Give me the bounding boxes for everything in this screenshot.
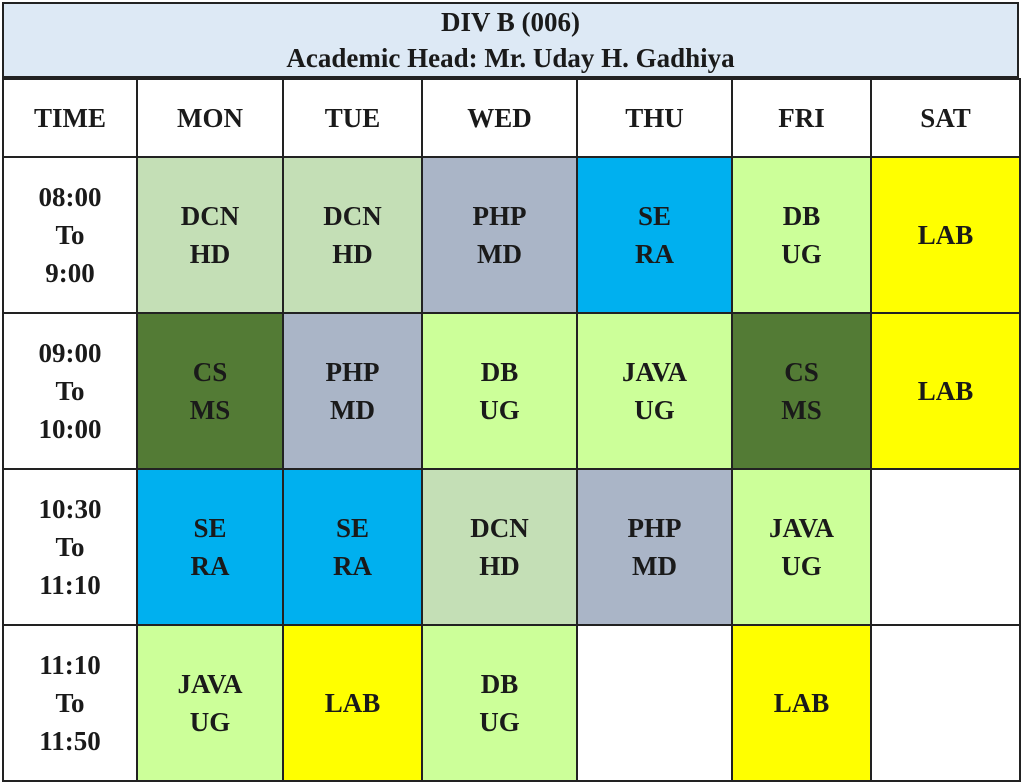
class-cell-fri: CS MS: [731, 312, 872, 470]
faculty-code: RA: [635, 239, 674, 269]
class-cell-sat: LAB: [870, 312, 1021, 470]
class-cell-mon: SE RA: [136, 468, 284, 626]
faculty-code: UG: [634, 395, 675, 425]
subject-code: LAB: [773, 688, 830, 718]
subject-code: DCN: [470, 513, 529, 543]
header-mon: MON: [136, 78, 284, 158]
subject-code: LAB: [324, 688, 381, 718]
subject-code: PHP: [325, 357, 380, 387]
timetable-body: 08:00 To 9:00 DCN HD DCN HD PHP MD SE RA DB UG LAB 09:…: [2, 156, 1021, 782]
class-cell-fri: DB UG: [731, 156, 872, 314]
header-wed: WED: [421, 78, 578, 158]
faculty-code: HD: [332, 239, 373, 269]
faculty-code: HD: [479, 551, 520, 581]
header-tue: TUE: [282, 78, 423, 158]
faculty-code: MD: [477, 239, 522, 269]
time-slot-line: To: [55, 376, 85, 406]
subject-code: JAVA: [177, 669, 243, 699]
subject-code: JAVA: [621, 357, 688, 387]
time-slot: 11:10 To 11:50: [2, 624, 138, 782]
class-cell-tue: PHP MD: [282, 312, 423, 470]
table-row: 08:00 To 9:00 DCN HD DCN HD PHP MD SE RA DB UG LAB: [2, 156, 1021, 314]
subject-code: CS: [784, 357, 819, 387]
faculty-code: MD: [330, 395, 375, 425]
time-slot-line: To: [55, 532, 85, 562]
class-cell-sat: [870, 624, 1021, 782]
class-cell-mon: JAVA UG: [136, 624, 284, 782]
faculty-code: UG: [189, 707, 231, 737]
class-cell-thu: PHP MD: [576, 468, 733, 626]
faculty-code: MD: [632, 551, 677, 581]
time-slot-line: 09:00: [38, 338, 102, 368]
subject-code: SE: [193, 513, 227, 543]
header-thu: THU: [576, 78, 733, 158]
time-slot-line: 10:00: [38, 414, 102, 444]
subject-code: LAB: [917, 376, 974, 406]
time-slot-line: To: [55, 688, 85, 718]
class-cell-wed: DCN HD: [421, 468, 578, 626]
subject-code: SE: [637, 201, 672, 231]
table-row: 11:10 To 11:50 JAVA UG LAB DB UG LAB: [2, 624, 1021, 782]
table-row: 10:30 To 11:10 SE RA SE RA DCN HD PHP MD JAVA UG: [2, 468, 1021, 626]
time-slot-line: To: [55, 220, 85, 250]
class-cell-thu: JAVA UG: [576, 312, 733, 470]
time-slot-line: 10:30: [38, 494, 102, 524]
class-cell-tue: DCN HD: [282, 156, 423, 314]
class-cell-fri: JAVA UG: [731, 468, 872, 626]
header-sat: SAT: [870, 78, 1021, 158]
faculty-code: UG: [781, 551, 822, 581]
time-slot: 08:00 To 9:00: [2, 156, 138, 314]
class-cell-sat: [870, 468, 1021, 626]
faculty-code: MS: [781, 395, 822, 425]
subject-code: CS: [192, 357, 228, 387]
class-cell-wed: PHP MD: [421, 156, 578, 314]
subject-code: DB: [782, 201, 821, 231]
class-cell-wed: DB UG: [421, 312, 578, 470]
class-cell-thu: [576, 624, 733, 782]
time-slot: 09:00 To 10:00: [2, 312, 138, 470]
subject-code: DCN: [323, 201, 382, 231]
subject-code: DCN: [180, 201, 240, 231]
faculty-code: RA: [333, 551, 372, 581]
academic-head-title: Academic Head: Mr. Uday H. Gadhiya: [286, 43, 735, 73]
division-title: DIV B (006): [440, 7, 580, 37]
subject-code: LAB: [917, 220, 974, 250]
header-row: TIME MON TUE WED THU FRI SAT: [2, 78, 1021, 158]
subject-code: DB: [480, 357, 519, 387]
time-slot-line: 11:10: [39, 570, 101, 600]
header-fri: FRI: [731, 78, 872, 158]
class-cell-tue: SE RA: [282, 468, 423, 626]
faculty-code: UG: [479, 707, 520, 737]
table-row: 09:00 To 10:00 CS MS PHP MD DB UG JAVA UG CS MS LAB: [2, 312, 1021, 470]
subject-code: SE: [335, 513, 370, 543]
class-cell-thu: SE RA: [576, 156, 733, 314]
timetable-title: DIV B (006) Academic Head: Mr. Uday H. G…: [2, 2, 1019, 78]
header-time: TIME: [2, 78, 138, 158]
class-cell-mon: CS MS: [136, 312, 284, 470]
time-slot-line: 08:00: [38, 182, 102, 212]
time-slot: 10:30 To 11:10: [2, 468, 138, 626]
faculty-code: UG: [781, 239, 822, 269]
class-cell-wed: DB UG: [421, 624, 578, 782]
subject-code: DB: [480, 669, 519, 699]
time-slot-line: 9:00: [45, 258, 95, 288]
subject-code: PHP: [472, 201, 527, 231]
class-cell-fri: LAB: [731, 624, 872, 782]
timetable-grid: TIME MON TUE WED THU FRI SAT 08:00 To 9:00…: [2, 78, 1021, 782]
subject-code: PHP: [627, 513, 682, 543]
class-cell-tue: LAB: [282, 624, 423, 782]
faculty-code: RA: [190, 551, 230, 581]
class-cell-sat: LAB: [870, 156, 1021, 314]
time-slot-line: 11:50: [39, 726, 101, 756]
faculty-code: MS: [189, 395, 231, 425]
faculty-code: UG: [479, 395, 520, 425]
time-slot-line: 11:10: [39, 650, 101, 680]
subject-code: JAVA: [768, 513, 835, 543]
faculty-code: HD: [189, 239, 231, 269]
class-cell-mon: DCN HD: [136, 156, 284, 314]
